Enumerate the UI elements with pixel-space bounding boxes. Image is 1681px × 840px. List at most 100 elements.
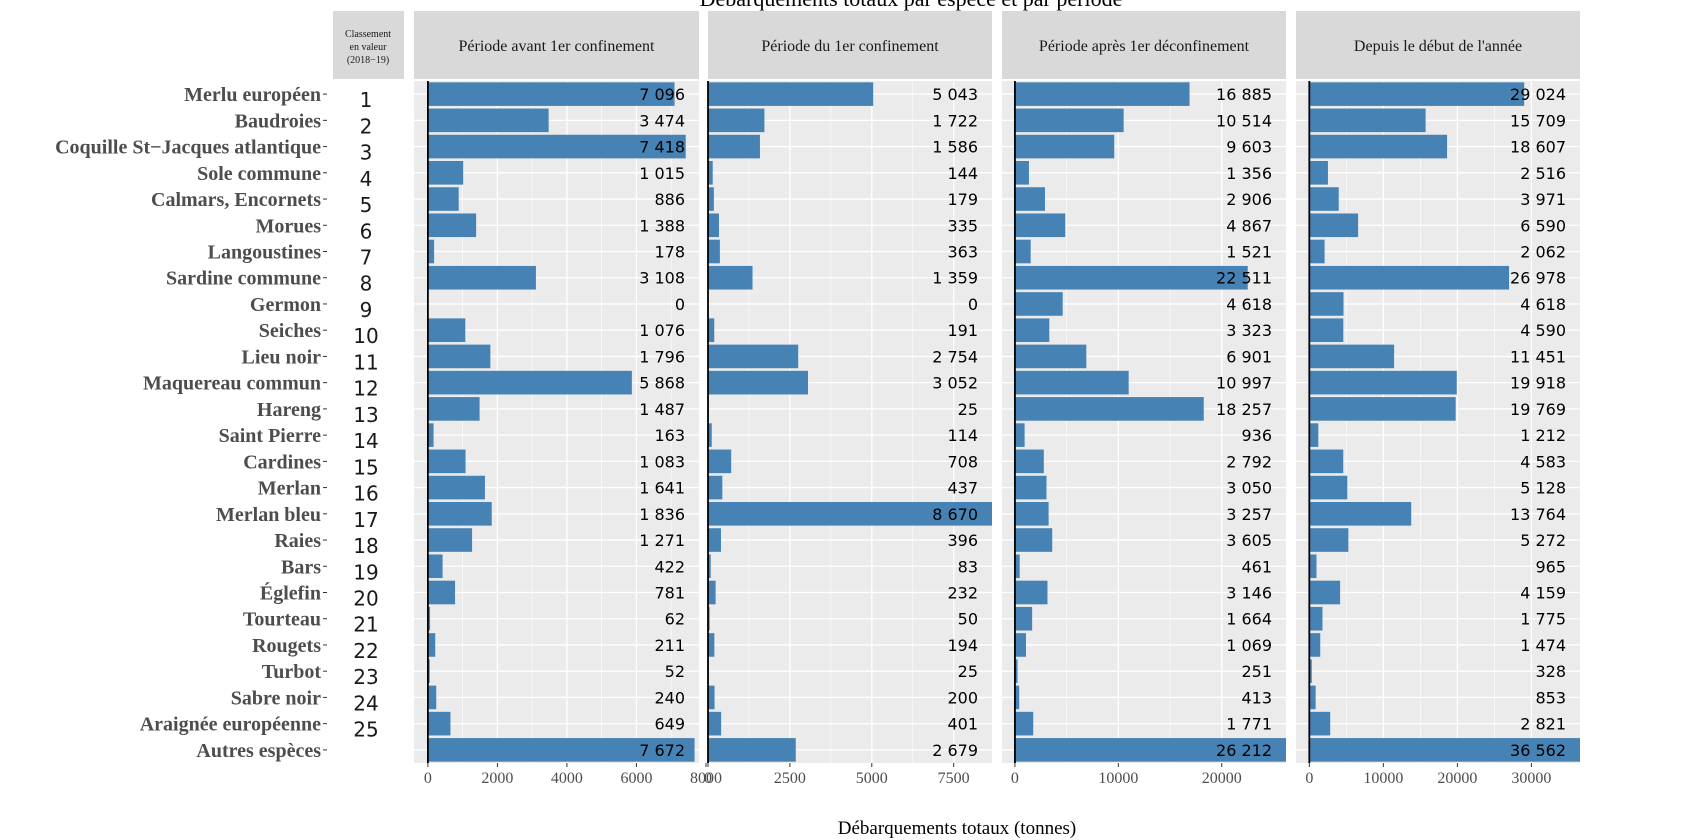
bar: [708, 502, 992, 526]
bar: [1014, 370, 1129, 395]
value-label: 1 212: [1520, 426, 1566, 445]
value-label: 163: [654, 426, 685, 445]
panel-3: Période après 1er déconfinement 16 885 10 …: [1002, 11, 1286, 787]
value-label: 5 043: [932, 85, 978, 104]
value-label: 9 603: [1226, 138, 1272, 157]
bar: [427, 239, 435, 264]
value-label: 4 618: [1520, 295, 1566, 314]
bar: [427, 449, 466, 474]
rank-label: 11: [353, 350, 378, 374]
bar: [427, 580, 456, 605]
bar: [708, 82, 874, 106]
value-label: 191: [947, 321, 978, 340]
value-label: 18 607: [1510, 138, 1566, 157]
value-label: 3 050: [1226, 479, 1272, 498]
rank-label: 23: [353, 665, 378, 689]
bar: [427, 397, 480, 421]
bar: [708, 161, 713, 185]
bar: [708, 134, 760, 159]
bar: [708, 370, 808, 395]
bar: [1014, 292, 1063, 316]
value-label: 1 359: [932, 269, 978, 288]
bar: [708, 633, 715, 657]
bar: [708, 318, 715, 342]
value-label: 4 618: [1226, 295, 1272, 314]
value-label: 1 521: [1226, 243, 1272, 262]
value-label: 50: [958, 610, 978, 629]
bar: [427, 502, 492, 526]
rank-label: 19: [353, 560, 378, 584]
species-label: Merlan: [258, 478, 321, 500]
panel-title: Période après 1er déconfinement: [1039, 38, 1250, 55]
rank-label: 3: [360, 141, 373, 165]
panel-strip: [708, 11, 992, 79]
panel-background: [1002, 81, 1286, 763]
value-label: 240: [654, 688, 685, 707]
bar: [427, 554, 443, 579]
bar: [708, 738, 796, 762]
value-label: 2 906: [1226, 190, 1272, 209]
value-label: 7 418: [639, 138, 685, 157]
value-label: 1 271: [639, 531, 685, 550]
bar: [1014, 423, 1025, 447]
bar: [1014, 187, 1045, 211]
bar: [1014, 134, 1115, 159]
panel-background: [1296, 81, 1580, 763]
rank-label: 12: [353, 377, 378, 401]
rank-label: 18: [353, 534, 378, 558]
bar: [1014, 554, 1020, 579]
x-tick-label: 0: [424, 770, 432, 787]
species-label: Saint Pierre: [219, 425, 322, 447]
value-label: 3 323: [1226, 321, 1272, 340]
bar: [1014, 685, 1020, 710]
species-label: Merlu européen: [184, 84, 321, 106]
value-label: 6 901: [1226, 347, 1272, 366]
value-label: 1 586: [932, 138, 978, 157]
facet-panels: Période avant 1er confinement 7 096 3 474 7…: [414, 11, 1580, 787]
bar: [1014, 633, 1026, 657]
bar: [1309, 449, 1344, 474]
value-label: 328: [1535, 662, 1566, 681]
bar: [1309, 554, 1317, 579]
bar: [1014, 344, 1087, 369]
species-label: Bars: [281, 556, 321, 578]
value-label: 2 792: [1226, 452, 1272, 471]
value-label: 396: [947, 531, 978, 550]
bar: [708, 187, 714, 211]
species-label: Coquille St−Jacques atlantique: [55, 137, 321, 159]
value-label: 401: [947, 715, 978, 734]
bar: [427, 134, 686, 159]
rank-label: 21: [353, 613, 378, 637]
x-tick-label: 2000: [481, 770, 513, 787]
value-label: 4 583: [1520, 452, 1566, 471]
value-label: 6 590: [1520, 216, 1566, 235]
panel-1: Période avant 1er confinement 7 096 3 474 7…: [414, 11, 722, 787]
value-label: 194: [947, 636, 978, 655]
bar: [708, 711, 722, 736]
value-label: 2 516: [1520, 164, 1566, 183]
bar: [1309, 580, 1341, 605]
value-label: 178: [654, 243, 685, 262]
bar: [1014, 318, 1050, 342]
bar: [1014, 528, 1053, 552]
species-label: Sole commune: [197, 163, 321, 185]
species-label: Rougets: [252, 635, 321, 657]
bar: [427, 108, 549, 133]
x-tick-label: 20000: [1202, 770, 1242, 787]
bar: [427, 187, 459, 211]
x-tick-label: 0: [704, 770, 712, 787]
panel-strip: [414, 11, 699, 79]
bar: [708, 239, 720, 264]
panel-strip: [1002, 11, 1286, 79]
bar: [708, 475, 723, 500]
rank-label: 5: [360, 193, 373, 217]
rank-label: 25: [353, 718, 378, 742]
value-label: 1 796: [639, 347, 685, 366]
species-labels: Merlu européen Baudroies Coquille St−Jacqu…: [55, 84, 327, 762]
species-label: Langoustines: [208, 242, 322, 264]
bar: [1014, 475, 1047, 500]
value-label: 1 771: [1226, 715, 1272, 734]
value-label: 363: [947, 243, 978, 262]
bar: [708, 528, 721, 552]
